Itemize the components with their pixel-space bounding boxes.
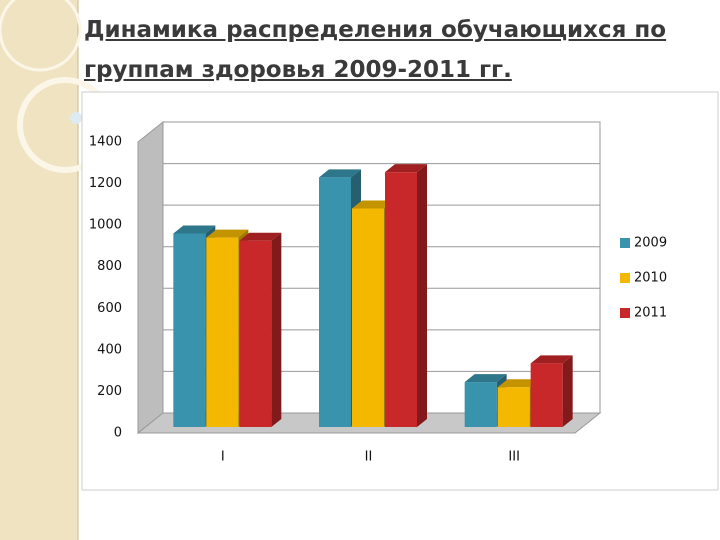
legend-label: 2010 [634,271,667,286]
y-tick-label: 200 [97,384,122,399]
bar-top [173,225,216,234]
y-tick-label: 0 [114,426,122,441]
decor-dot [70,112,82,124]
x-tick-label: II [365,450,373,465]
bar-top [497,379,540,388]
bar [206,237,239,427]
bar-side [562,355,573,427]
legend-label: 2011 [634,306,667,321]
bar [352,208,384,427]
bar-top [464,374,507,383]
bar [464,382,497,427]
bar [497,387,530,427]
bar-top [206,229,249,238]
bar-top [385,164,427,173]
bar-side [271,232,282,427]
legend-swatch [620,238,630,248]
chart-title: Динамика распределения обучающихся по гр… [84,17,667,83]
legend-swatch [620,273,630,283]
bar [319,177,351,427]
bar [239,240,272,427]
x-tick-label: I [221,450,225,465]
decor-circle [0,0,82,72]
bar-top [239,232,282,241]
x-tick-label: III [508,450,520,465]
y-tick-label: 1200 [89,176,122,191]
y-tick-label: 400 [97,342,122,357]
bar [530,363,563,427]
bar-side [417,164,427,427]
y-tick-label: 600 [97,301,122,316]
bar-top [530,355,573,364]
side-wall [137,120,164,435]
bar-top [352,200,394,209]
y-tick-label: 800 [97,259,122,274]
bar-top [319,169,361,178]
y-tick-label: 1000 [89,218,122,233]
y-tick-label: 1400 [89,135,122,150]
legend-swatch [620,308,630,318]
bar [385,172,417,427]
bar [173,233,206,427]
legend-label: 2009 [634,236,667,251]
